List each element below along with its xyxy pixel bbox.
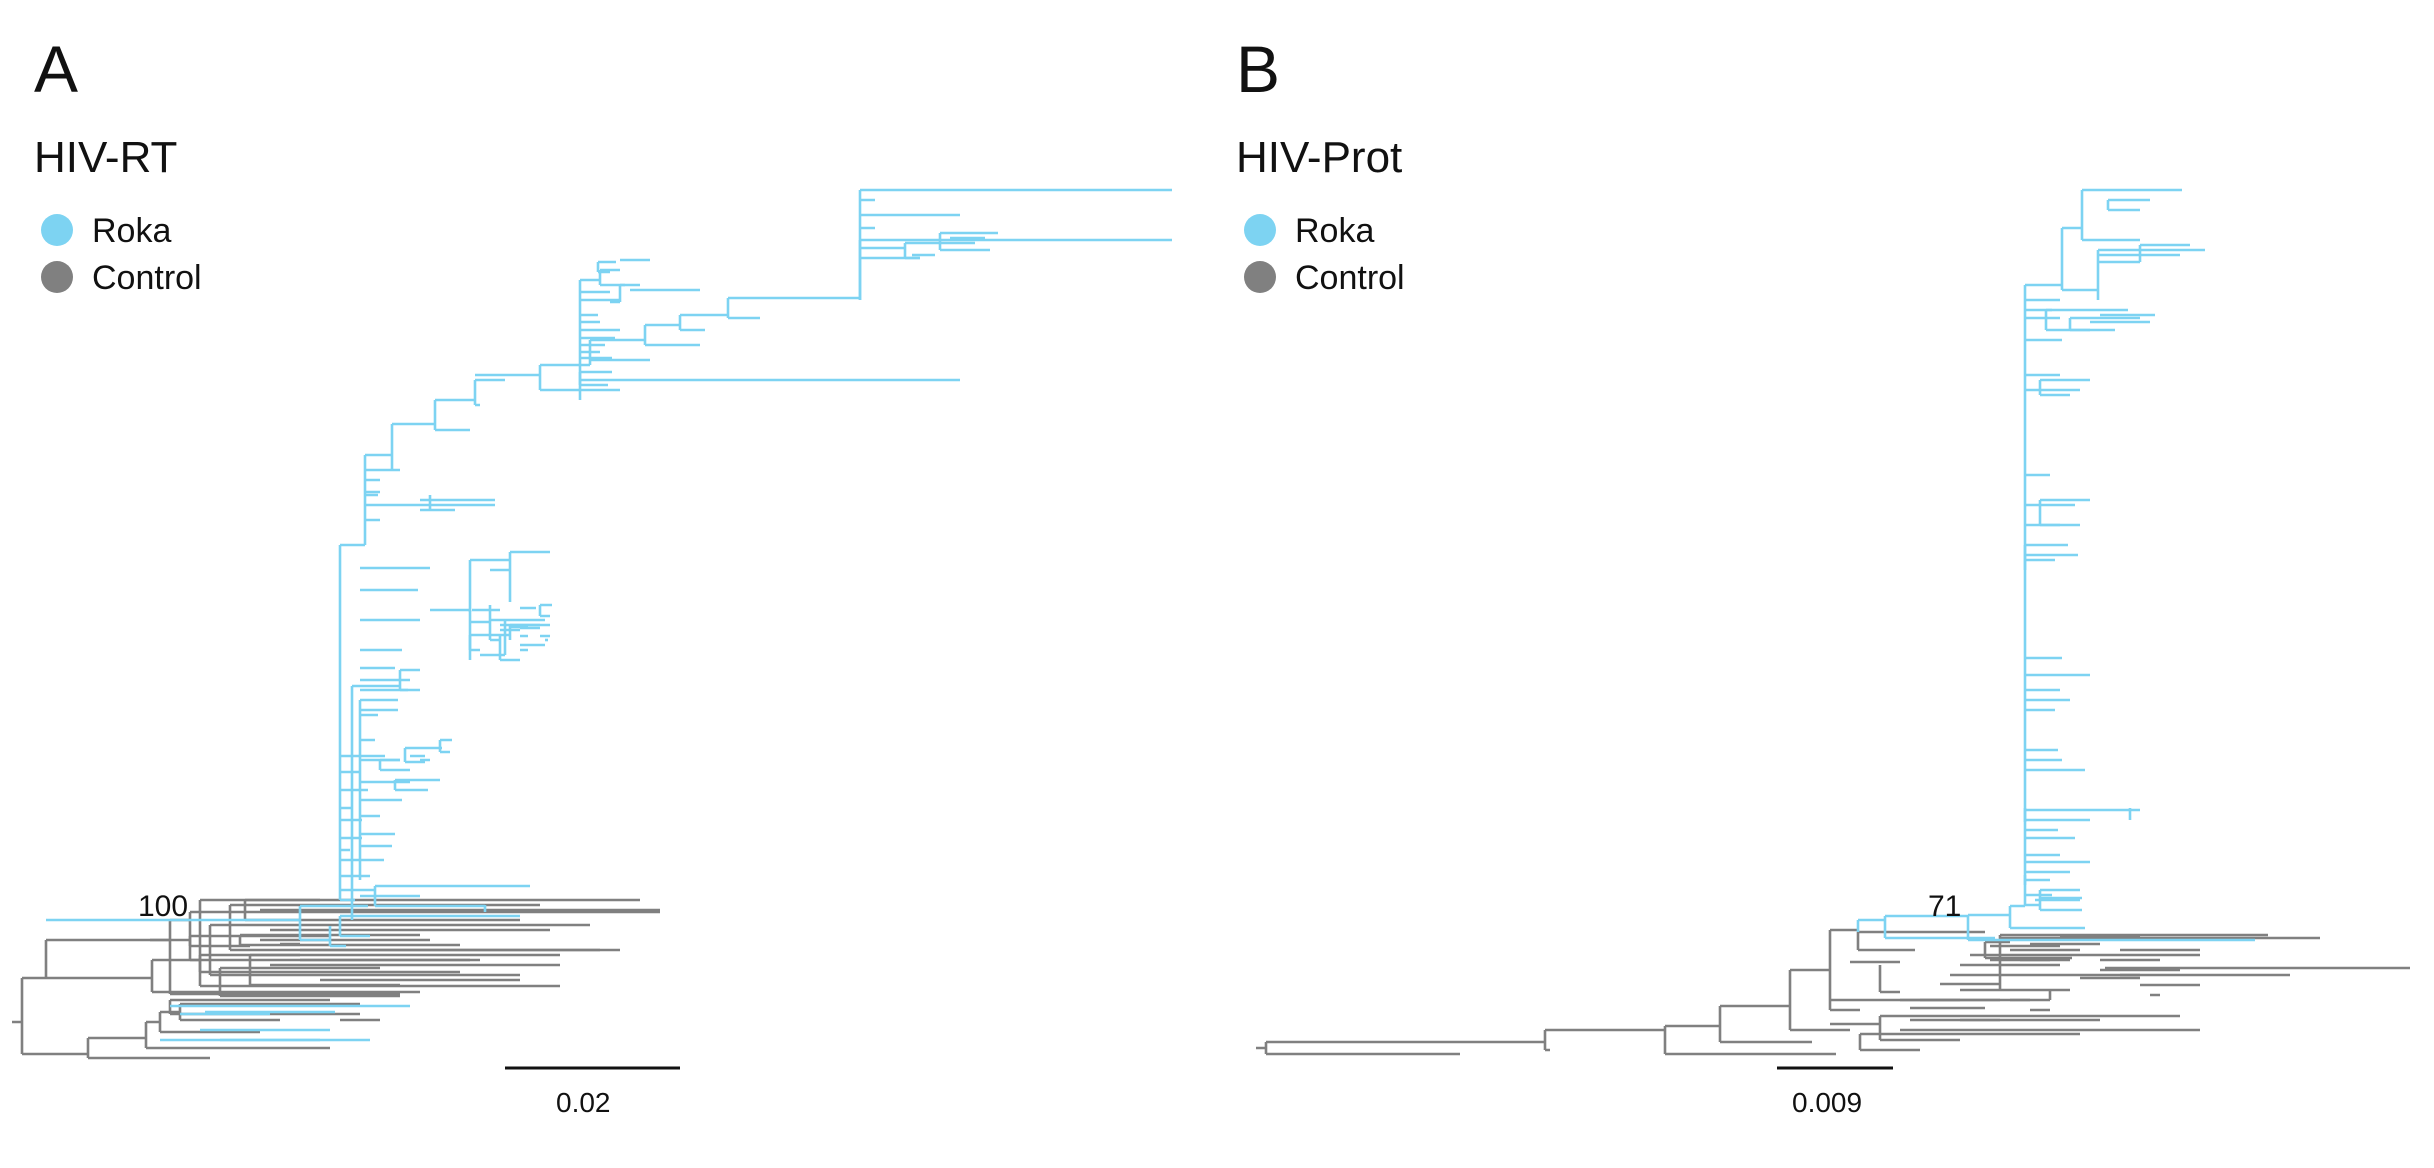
panel-a-title: HIV-RT (34, 133, 177, 182)
legend-roka-label: Roka (92, 212, 171, 250)
legend-control-label: Control (92, 259, 202, 297)
panel-a-scale-bar-label: 0.02 (556, 1087, 611, 1118)
panel-b-control-branches (1256, 928, 2410, 1056)
panel-a-roka-scattered-tips (160, 1004, 410, 1042)
panel-a-control-branches (12, 898, 660, 1060)
panel-b-roka-branches (1856, 188, 2255, 942)
legend-roka-marker (41, 214, 73, 246)
panel-b: B HIV-Prot Roka Control (1236, 32, 2410, 1118)
panel-b-legend: Roka Control (1244, 212, 1405, 297)
panel-a: A HIV-RT Roka Control (12, 32, 1172, 1118)
legend-control-marker (41, 261, 73, 293)
panel-a-roka-branches (46, 188, 1172, 948)
panel-b-bootstrap-label: 71 (1928, 890, 1961, 923)
panel-a-bootstrap-label: 100 (138, 890, 188, 923)
legend-roka-label: Roka (1295, 212, 1374, 250)
panel-b-scale-bar-label: 0.009 (1792, 1087, 1862, 1118)
panel-a-label: A (34, 32, 78, 106)
legend-control-label: Control (1295, 259, 1405, 297)
panel-a-legend: Roka Control (41, 212, 202, 297)
legend-control-marker (1244, 261, 1276, 293)
panel-b-title: HIV-Prot (1236, 133, 1402, 182)
legend-roka-marker (1244, 214, 1276, 246)
panel-b-label: B (1236, 32, 1280, 106)
